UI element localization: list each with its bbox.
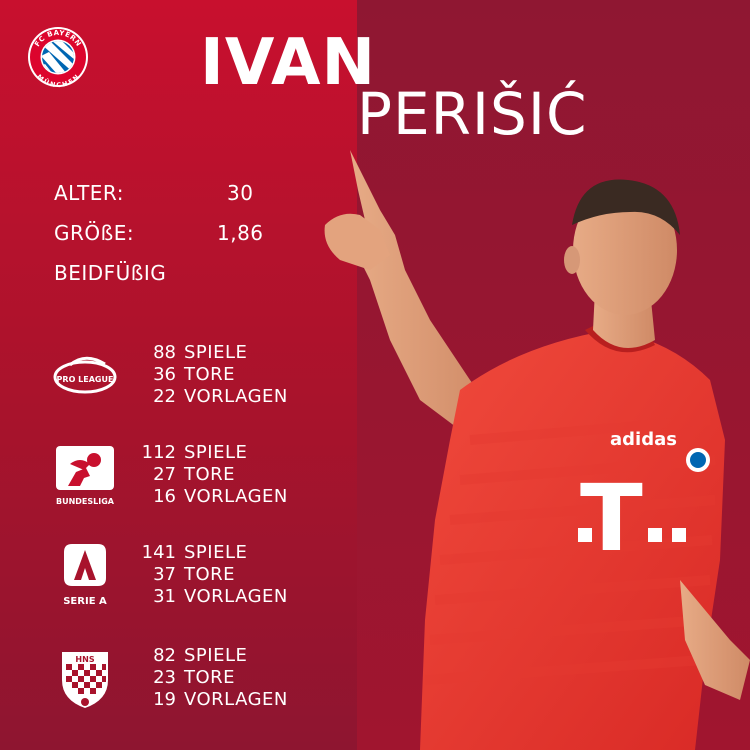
stat-row: 22 VORLAGEN [140, 385, 340, 407]
kit-sponsor-text: T [580, 465, 643, 572]
pro-league-stats: 88 SPIELE 36 TORE 22 VORLAGEN [140, 341, 340, 407]
stat-label: VORLAGEN [184, 485, 288, 507]
stat-row: 27 TORE [140, 463, 340, 485]
stat-row: 112 SPIELE [140, 441, 340, 463]
bundesliga-stats: 112 SPIELE 27 TORE 16 VORLAGEN [140, 441, 340, 507]
stat-row: 37 TORE [140, 563, 340, 585]
stat-row: 19 VORLAGEN [140, 688, 340, 710]
stat-label: SPIELE [184, 341, 248, 363]
stat-value: 23 [153, 666, 176, 688]
stat-row: 23 TORE [140, 666, 340, 688]
player-last-name: PERIŠIĆ [357, 80, 588, 148]
pro-league-icon: PRO LEAGUE [53, 356, 117, 394]
player-first-name: IVAN [200, 26, 377, 100]
stat-value: 36 [153, 363, 176, 385]
stat-row: 36 TORE [140, 363, 340, 385]
stat-label: VORLAGEN [184, 688, 288, 710]
stat-value: 22 [153, 385, 176, 407]
bundesliga-icon-text: BUNDESLIGA [56, 497, 115, 506]
fc-bayern-logo-icon: FC BAYERN MÜNCHEN [28, 27, 88, 88]
stat-label: VORLAGEN [184, 385, 288, 407]
preferred-foot: BEIDFÜßIG [54, 261, 167, 285]
croatia-stats: 82 SPIELE 23 TORE 19 VORLAGEN [140, 644, 340, 710]
stat-value: 16 [153, 485, 176, 507]
stat-value: 112 [141, 441, 176, 463]
height-value: 1,86 [217, 221, 264, 245]
stat-value: 19 [153, 688, 176, 710]
stat-row: 82 SPIELE [140, 644, 340, 666]
stat-row: 16 VORLAGEN [140, 485, 340, 507]
pro-league-icon-text: PRO LEAGUE [57, 375, 114, 384]
stat-label: VORLAGEN [184, 585, 288, 607]
height-label: GRÖßE: [54, 221, 135, 245]
serie-a-stats: 141 SPIELE 37 TORE 31 VORLAGEN [140, 541, 340, 607]
stat-label: TORE [184, 666, 236, 688]
stat-row: 31 VORLAGEN [140, 585, 340, 607]
bundesliga-icon: BUNDESLIGA [56, 446, 115, 506]
stat-value: 82 [153, 644, 176, 666]
serie-a-icon: SERIE A [63, 544, 107, 607]
stat-label: TORE [184, 463, 236, 485]
stat-label: TORE [184, 563, 236, 585]
kit-brand-text: adidas [610, 429, 677, 450]
croatia-hns-icon: HNS [62, 652, 108, 708]
stat-row: 141 SPIELE [140, 541, 340, 563]
stat-value: 141 [141, 541, 176, 563]
player-photo: adidas T [324, 150, 750, 750]
stat-value: 37 [153, 563, 176, 585]
stat-label: SPIELE [184, 644, 248, 666]
stat-value: 27 [153, 463, 176, 485]
stat-label: SPIELE [184, 441, 248, 463]
stat-value: 31 [153, 585, 176, 607]
stat-label: TORE [184, 363, 236, 385]
stat-row: 88 SPIELE [140, 341, 340, 363]
croatia-hns-icon-text: HNS [75, 655, 94, 664]
age-label: ALTER: [54, 181, 124, 205]
stat-label: SPIELE [184, 541, 248, 563]
stat-value: 88 [153, 341, 176, 363]
serie-a-icon-text: SERIE A [63, 596, 107, 607]
age-value: 30 [227, 181, 254, 205]
